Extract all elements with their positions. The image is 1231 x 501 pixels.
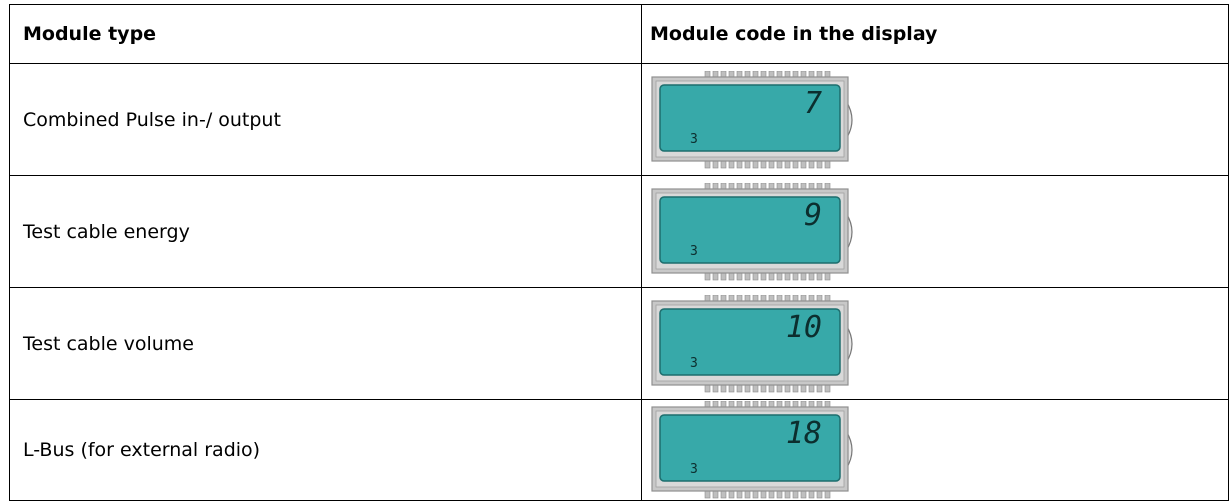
- table-row: Combined Pulse in-/ output 7 3: [9, 63, 1229, 176]
- lcd-screen: [659, 414, 841, 482]
- module-type: L-Bus (for external radio): [9, 399, 642, 501]
- module-type: Test cable energy: [9, 175, 642, 288]
- module-display: 10 3: [641, 287, 1229, 400]
- lcd-display: 93: [651, 182, 853, 280]
- table-row: Test cable energy 9 3: [9, 175, 1229, 288]
- lcd-screen: [659, 307, 841, 376]
- lcd-code: 10: [786, 310, 822, 345]
- table-row: Test cable volume 10 3: [9, 287, 1229, 400]
- module-type: Combined Pulse in-/ output: [9, 63, 642, 176]
- lcd-display: 10 3: [651, 294, 853, 392]
- lcd-code: 9: [804, 198, 822, 233]
- lcd-small: 3: [690, 244, 698, 259]
- lcd-screen: [659, 83, 841, 152]
- lcd-code: 7: [804, 86, 822, 121]
- module-display: 18 3: [641, 399, 1229, 501]
- module-table: Module type Module code in the display C…: [9, 4, 1229, 501]
- header-cell: Module type: [9, 4, 642, 64]
- lcd-code: 18: [786, 416, 822, 451]
- lcd-small: 3: [690, 356, 698, 371]
- module-type: Test cable volume: [9, 287, 642, 400]
- lcd-screen: [659, 195, 841, 264]
- lcd-small: 3: [690, 132, 698, 147]
- page: Module type Module code in the display C…: [9, 4, 1229, 501]
- header-cell: Module code in the display: [641, 4, 1229, 64]
- lcd-display: 18 3: [651, 401, 853, 499]
- table-head: Module type Module code in the display: [9, 4, 1229, 64]
- lcd-small: 3: [690, 462, 698, 477]
- lcd-display: 73: [651, 70, 853, 168]
- table-body: Combined Pulse in-/ output 7 3 Test cable e…: [9, 63, 1229, 501]
- table-row: L-Bus (for external radio) 18 3: [9, 399, 1229, 501]
- header-row: Module type Module code in the display: [9, 4, 1229, 64]
